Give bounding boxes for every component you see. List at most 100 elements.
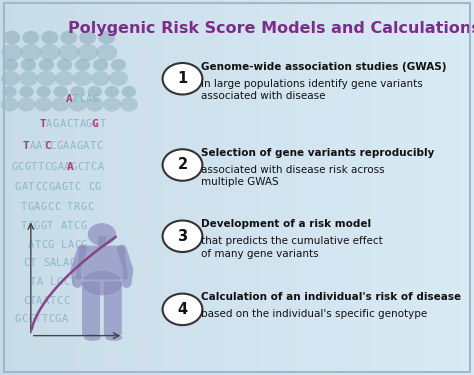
Bar [135,0,137,375]
Bar [331,0,333,375]
Bar [20,0,22,375]
Bar [320,0,322,375]
Bar [31,0,33,375]
Bar [78,0,80,375]
Bar [278,0,280,375]
Text: C: C [92,119,99,129]
Bar [11,0,13,375]
Bar [363,0,365,375]
Text: A: A [29,141,36,151]
Bar [183,0,185,375]
Bar [154,0,155,375]
Text: G: G [80,221,87,231]
Bar [102,0,104,375]
Bar [472,0,474,375]
Bar [283,0,285,375]
Bar [383,0,385,375]
Bar [170,0,172,375]
Bar [180,0,182,375]
Bar [43,0,45,375]
Text: C: C [77,162,84,172]
Bar [137,0,139,375]
Bar [8,0,9,375]
Bar [128,0,129,375]
Circle shape [21,59,36,71]
Bar [235,0,237,375]
Ellipse shape [103,97,121,112]
Bar [207,0,209,375]
Bar [435,0,437,375]
Bar [155,0,157,375]
Ellipse shape [96,44,117,61]
Bar [29,0,31,375]
Bar [439,0,441,375]
Bar [131,0,133,375]
Text: Genome-wide association studies (GWAS): Genome-wide association studies (GWAS) [201,62,447,72]
Bar [187,0,189,375]
Bar [243,0,245,375]
Bar [413,0,415,375]
Bar [229,0,231,375]
Text: C: C [66,119,73,129]
Bar [72,0,74,375]
Bar [220,0,222,375]
Text: C: C [21,315,28,324]
Text: C: C [79,94,85,104]
Bar [459,0,461,375]
Text: C: C [87,202,93,212]
Text: G: G [27,202,34,212]
Text: A: A [49,258,56,268]
Ellipse shape [1,44,22,61]
Text: A: A [60,221,67,231]
Text: L: L [50,277,56,287]
Bar [387,0,389,375]
Bar [270,0,272,375]
Ellipse shape [18,97,36,112]
Text: T: T [30,277,36,287]
Text: C: C [27,221,34,231]
Bar [228,0,229,375]
Bar [368,0,370,375]
Bar [420,0,422,375]
Bar [41,0,43,375]
Bar [241,0,243,375]
Text: T: T [31,162,37,172]
Text: T: T [37,162,44,172]
Bar [124,0,126,375]
Bar [145,0,146,375]
Text: T: T [23,141,29,151]
Bar [85,0,87,375]
Bar [115,0,117,375]
Bar [26,0,28,375]
Bar [148,0,150,375]
Bar [28,0,29,375]
Bar [237,0,239,375]
Bar [341,0,343,375]
Text: G: G [24,162,31,172]
Text: G: G [94,183,101,192]
Bar [4,0,6,375]
Text: G: G [40,202,47,212]
Bar [398,0,400,375]
Ellipse shape [55,71,74,86]
Text: T: T [84,162,91,172]
Bar [407,0,409,375]
Bar [326,0,328,375]
Circle shape [163,294,202,325]
Bar [444,0,446,375]
Bar [400,0,402,375]
Text: T: T [35,315,41,324]
Text: A: A [66,94,73,104]
Text: A: A [57,162,64,172]
Bar [217,0,219,375]
Bar [6,0,8,375]
Text: C: C [74,183,81,192]
Bar [15,0,17,375]
Bar [192,0,194,375]
Text: S: S [43,258,49,268]
Bar [250,0,252,375]
Text: R: R [73,202,80,212]
Text: G: G [91,119,98,129]
Text: A: A [43,296,49,306]
Circle shape [54,86,68,98]
